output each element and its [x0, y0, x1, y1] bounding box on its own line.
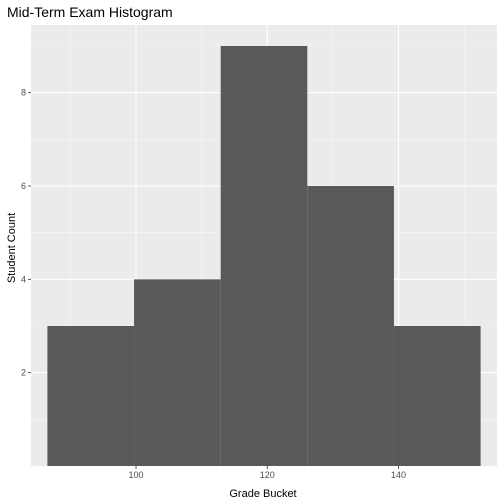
x-tick-label: 140: [391, 470, 406, 480]
x-axis-title: Grade Bucket: [229, 488, 296, 500]
x-tick-label: 120: [260, 470, 275, 480]
x-tick-label: 100: [128, 470, 143, 480]
chart-title: Mid-Term Exam Histogram: [7, 4, 173, 20]
histogram-bar-1: [47, 326, 135, 466]
histogram-bar-3: [220, 46, 308, 466]
y-tick-label: 6: [21, 181, 26, 191]
histogram-bar-2: [134, 279, 221, 466]
x-axis-ticks: 100 120 140: [128, 466, 406, 480]
y-axis-title: Student Count: [6, 213, 18, 283]
y-tick-label: 2: [21, 368, 26, 378]
histogram-bars: [47, 46, 481, 466]
histogram-bar-5: [393, 326, 481, 466]
y-tick-label: 8: [21, 88, 26, 98]
y-axis-ticks: 2 4 6 8: [21, 88, 31, 378]
histogram-bar-4: [307, 186, 394, 466]
y-tick-label: 4: [21, 274, 26, 284]
